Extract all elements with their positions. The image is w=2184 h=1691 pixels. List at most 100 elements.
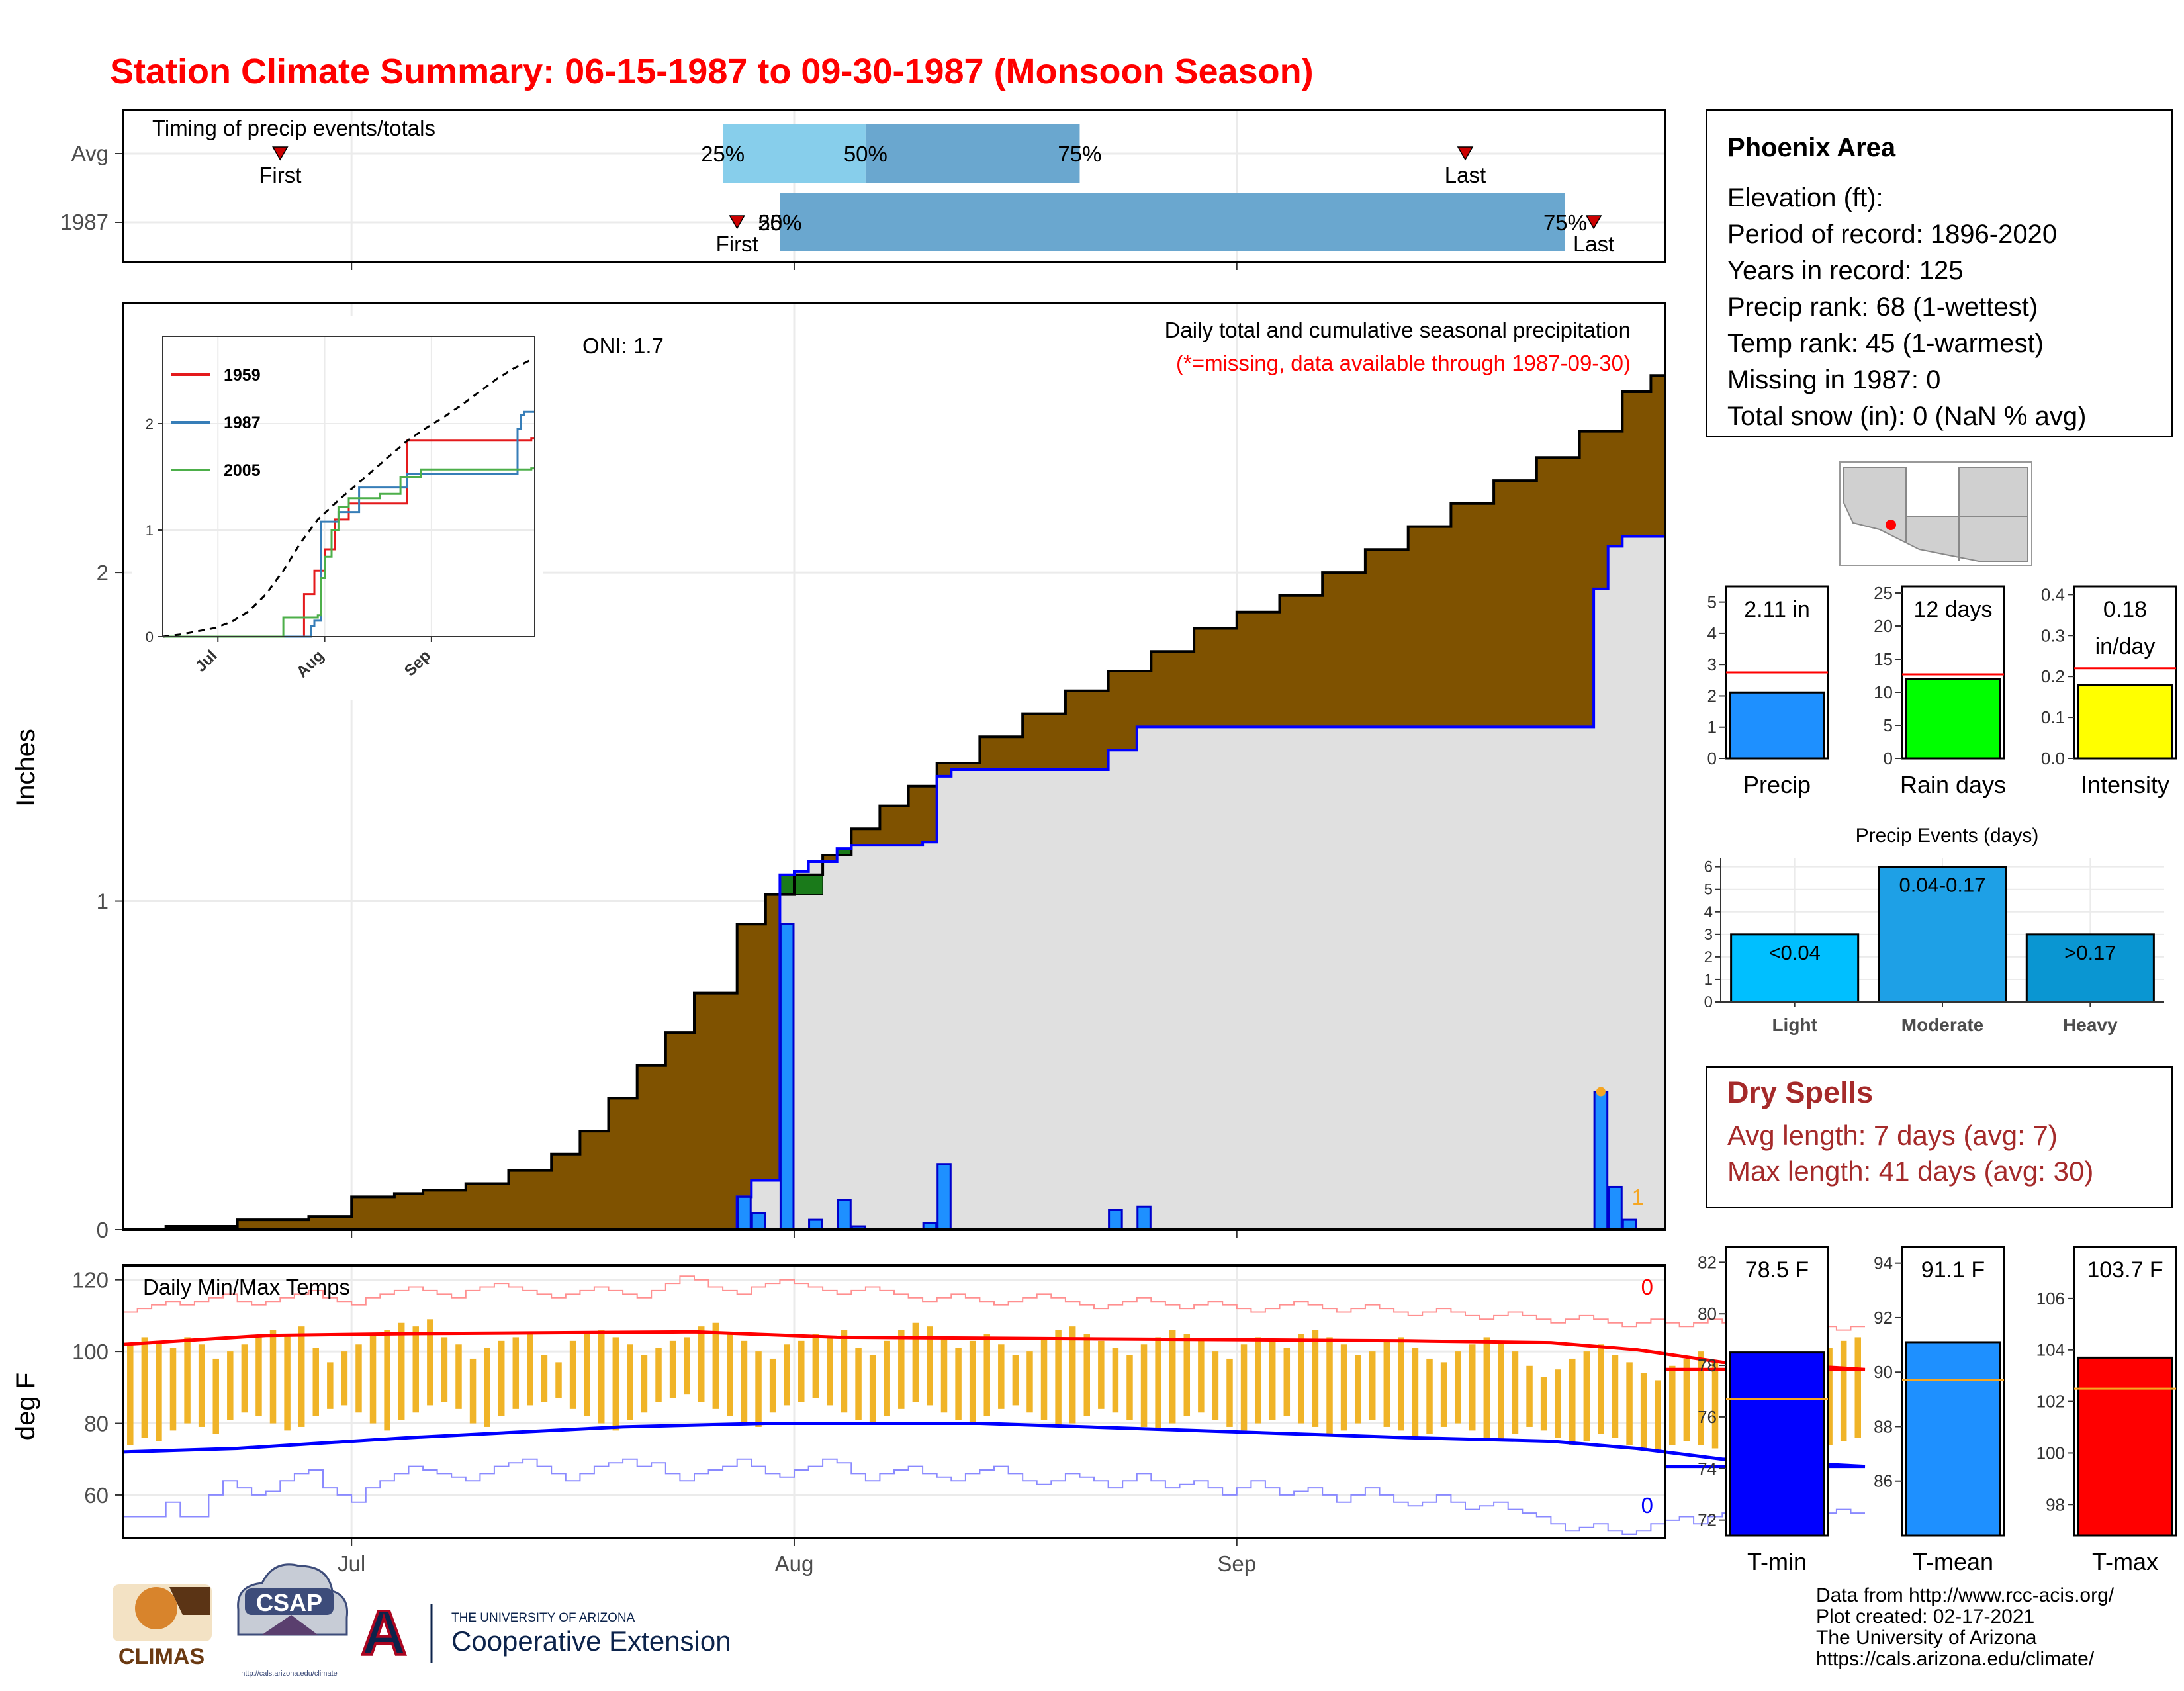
precip-summary-y-tick-label: 25 (1874, 583, 1893, 603)
daily-temp-bar (469, 1358, 477, 1424)
daily-temp-bar (1012, 1355, 1019, 1406)
daily-temp-bar (1312, 1330, 1319, 1427)
precip-summary-y-tick-label: 2 (1707, 686, 1717, 706)
precip-summary-y-tick-label: 0.4 (2041, 584, 2065, 604)
precip-y-tick-label: 2 (97, 561, 109, 585)
events-bar (2025, 933, 2155, 1003)
max-event-marker (1596, 1087, 1606, 1097)
temp-summary-y-tick-label: 104 (2036, 1340, 2065, 1360)
daily-temp-bar (441, 1337, 448, 1402)
events-bar (1730, 933, 1860, 1003)
precip-y-tick-label: 1 (97, 890, 109, 914)
temp-summary-y-tick-label: 86 (1874, 1471, 1893, 1491)
events-y-tick-label: 0 (1704, 993, 1713, 1011)
events-title: Precip Events (days) (1856, 825, 2039, 846)
station-line: Elevation (ft): (1727, 183, 1884, 212)
daily-temp-bar (1512, 1351, 1519, 1434)
daily-temp-bar (812, 1334, 819, 1398)
temps-y-label: deg F (11, 1373, 40, 1440)
precip-summary-y-tick-label: 5 (1707, 592, 1717, 612)
daily-temp-bar (398, 1322, 405, 1420)
temp-summary-y-tick-label: 78 (1698, 1355, 1717, 1375)
daily-temp-bar (1255, 1337, 1261, 1424)
daily-temp-bar (184, 1337, 191, 1424)
inset-y-tick-label: 0 (146, 629, 154, 645)
daily-temp-bar (312, 1348, 319, 1416)
temp-summary-value-bar (1729, 1351, 1825, 1537)
daily-temp-bar (1126, 1355, 1133, 1420)
daily-temp-bar (684, 1337, 690, 1395)
daily-temp-bar (1069, 1326, 1076, 1424)
events-y-tick-label: 5 (1704, 881, 1713, 899)
temp-summary-y-tick-label: 76 (1698, 1407, 1717, 1427)
daily-temp-bar (1854, 1337, 1861, 1438)
temp-summary-y-tick-label: 100 (2036, 1443, 2065, 1463)
daily-temp-bar (1655, 1380, 1661, 1452)
ua-logo-letter: A (361, 1598, 406, 1668)
station-line: Years in record: 125 (1727, 256, 1964, 285)
daily-temp-bar (855, 1348, 862, 1420)
temps-min-count-label: 0 (1641, 1493, 1653, 1518)
daily-temp-bar (427, 1319, 433, 1406)
precip-summary-category-label: Rain days (1900, 771, 2006, 798)
inset-border (162, 336, 535, 637)
timing-panel-border (122, 109, 1666, 263)
daily-temp-bar (1169, 1330, 1176, 1424)
daily-temp-bar (869, 1355, 876, 1424)
inset-series-1959 (163, 437, 535, 638)
precip-summary-value-bar (2077, 684, 2173, 760)
temps-panel-border (122, 1264, 1666, 1539)
events-category-label: Light (1772, 1015, 1817, 1035)
station-line: Temp rank: 45 (1-warmest) (1727, 329, 2044, 358)
daily-temp-bar (1155, 1337, 1161, 1431)
daily-temp-bar (1298, 1334, 1304, 1424)
record-min-line (123, 1458, 1865, 1535)
daily-temp-bar (741, 1340, 748, 1424)
record-max-line (123, 1275, 1865, 1331)
daily-temp-bar (798, 1340, 805, 1402)
temp-summary-y-tick-label: 94 (1874, 1254, 1893, 1273)
daily-temp-bar (612, 1337, 619, 1431)
daily-precip-bar (808, 1218, 823, 1231)
events-y-tick-label: 4 (1704, 903, 1713, 921)
precip-summary-y-tick-label: 0 (1884, 749, 1893, 768)
daily-precip-bar (936, 1163, 952, 1231)
temp-summary-category-label: T-min (1747, 1548, 1807, 1575)
precip-summary-value-bar (1729, 691, 1825, 760)
daily-temp-bar (1455, 1351, 1461, 1424)
precip-corner-label: 1 (1632, 1185, 1644, 1209)
climas-logo-text: CLIMAS (118, 1644, 205, 1669)
temps-y-tick-label: 100 (72, 1340, 109, 1364)
daily-temp-bar (1140, 1344, 1148, 1427)
daily-temp-bar (1098, 1340, 1105, 1409)
daily-precip-bar (751, 1212, 766, 1231)
daily-temp-bar (241, 1344, 248, 1413)
station-line: Period of record: 1896-2020 (1727, 220, 2057, 249)
events-bar-label: >0.17 (2064, 941, 2116, 964)
events-bar-label: 0.04-0.17 (1899, 874, 1986, 897)
precip-subtitle: (*=missing, data available through 1987-… (1176, 351, 1631, 375)
events-y-tick-label: 2 (1704, 948, 1713, 966)
daily-temp-bar (1626, 1362, 1633, 1445)
precip-summary-y-tick-label: 4 (1707, 623, 1717, 643)
temps-plot-background (123, 1265, 1665, 1538)
events-category-label: Moderate (1901, 1015, 1983, 1035)
daily-temp-bar (627, 1344, 633, 1420)
precip-summary-y-tick-label: 3 (1707, 655, 1717, 674)
daily-temp-bar (269, 1330, 277, 1424)
temp-summary-value-bar (1905, 1341, 2001, 1537)
footer-line: Data from http://www.rcc-acis.org/ (1816, 1584, 2115, 1606)
daily-temp-bar (1269, 1340, 1276, 1420)
daily-temp-bar (1283, 1348, 1291, 1416)
station-info-box: Phoenix Area Elevation (ft): Period of r… (1706, 109, 2173, 437)
daily-temp-bar (1226, 1358, 1233, 1427)
timing-percent-label: 75% (1058, 142, 1101, 166)
temp-summary-category-label: T-max (2092, 1548, 2158, 1575)
daily-temp-bar (998, 1344, 1005, 1409)
daily-temp-bar (341, 1351, 348, 1406)
daily-temp-bar (912, 1322, 919, 1402)
location-map (1839, 461, 2032, 566)
timing-percent-label: 25% (758, 210, 801, 235)
